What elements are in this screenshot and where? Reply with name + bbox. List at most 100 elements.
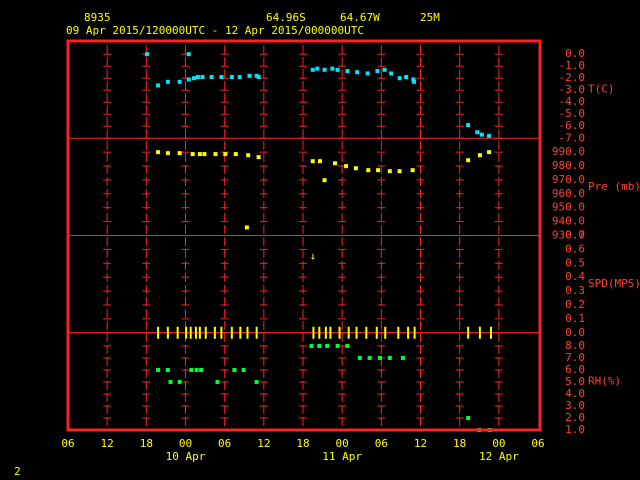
x-tick-label: 00 bbox=[492, 437, 505, 450]
data-point bbox=[487, 133, 492, 138]
data-point bbox=[200, 75, 205, 80]
data-point bbox=[186, 77, 191, 82]
data-point bbox=[315, 66, 320, 71]
data-point bbox=[244, 225, 249, 230]
data-point bbox=[256, 155, 261, 160]
station-id: 8935 bbox=[84, 11, 111, 24]
panel-label: T(C) bbox=[588, 83, 615, 96]
data-point bbox=[233, 152, 238, 157]
y-tick-label: 0.6 bbox=[565, 242, 585, 255]
y-tick-label: 980.0 bbox=[552, 159, 585, 172]
y-tick-label: 7.0 bbox=[565, 351, 585, 364]
panel-label: SPD(MPS) bbox=[588, 277, 640, 290]
data-point bbox=[156, 150, 161, 155]
data-point bbox=[466, 415, 471, 420]
data-point bbox=[197, 152, 202, 157]
period: 09 Apr 2015/120000UTC - 12 Apr 2015/0000… bbox=[66, 24, 364, 37]
data-point bbox=[487, 150, 492, 155]
y-tick-label: 950.0 bbox=[552, 201, 585, 214]
date-label: 11 Apr bbox=[322, 450, 362, 463]
y-tick-label: 3.0 bbox=[565, 399, 585, 412]
data-point bbox=[213, 152, 218, 157]
data-point bbox=[397, 169, 402, 174]
data-point bbox=[256, 75, 261, 80]
data-point bbox=[330, 66, 335, 71]
y-tick-label: 940.0 bbox=[552, 215, 585, 228]
frame bbox=[66, 39, 542, 432]
panel-label: Pre (mb) bbox=[588, 180, 640, 193]
data-point bbox=[375, 69, 380, 74]
data-point bbox=[144, 52, 149, 57]
data-point bbox=[310, 159, 315, 164]
data-point bbox=[325, 343, 330, 348]
data-point bbox=[400, 355, 405, 360]
data-point bbox=[317, 343, 322, 348]
data-point bbox=[317, 159, 322, 164]
data-point bbox=[367, 355, 372, 360]
y-tick-label: 930.0 bbox=[552, 229, 585, 242]
data-point bbox=[177, 151, 182, 156]
x-tick-label: 06 bbox=[61, 437, 74, 450]
data-point bbox=[411, 77, 416, 82]
y-tick-label: 1.0 bbox=[565, 423, 585, 436]
x-tick-label: 12 bbox=[414, 437, 427, 450]
y-tick-label: -4.0 bbox=[559, 95, 586, 108]
data-point bbox=[355, 70, 360, 75]
y-tick-label: -1.0 bbox=[559, 59, 586, 72]
y-tick-label: 0.3 bbox=[565, 284, 585, 297]
data-point bbox=[246, 153, 251, 158]
x-tick-label: 18 bbox=[140, 437, 153, 450]
data-point bbox=[254, 379, 259, 384]
data-point bbox=[177, 379, 182, 384]
data-point bbox=[186, 52, 191, 57]
data-point bbox=[389, 71, 394, 76]
data-point bbox=[466, 158, 471, 163]
data-point bbox=[237, 75, 242, 80]
data-point bbox=[215, 379, 220, 384]
data-point bbox=[376, 168, 381, 173]
data-point bbox=[387, 169, 392, 174]
x-tick-label: 06 bbox=[218, 437, 231, 450]
data-point bbox=[195, 75, 200, 80]
y-tick-label: 0.0 bbox=[565, 326, 585, 339]
y-tick-label: 0.0 bbox=[565, 47, 585, 60]
longitude: 64.67W bbox=[340, 11, 380, 24]
x-tick-label: 06 bbox=[375, 437, 388, 450]
date-label: 10 Apr bbox=[166, 450, 206, 463]
data-point bbox=[310, 67, 315, 72]
x-tick-label: 06 bbox=[531, 437, 544, 450]
data-point bbox=[209, 75, 214, 80]
data-point bbox=[397, 76, 402, 81]
data-point bbox=[168, 379, 173, 384]
data-point bbox=[232, 367, 237, 372]
data-point bbox=[365, 71, 370, 76]
x-tick-label: 12 bbox=[257, 437, 270, 450]
y-tick-label: 0.4 bbox=[565, 270, 585, 283]
data-point bbox=[202, 152, 207, 157]
x-tick-label: 12 bbox=[101, 437, 114, 450]
data-point bbox=[241, 367, 246, 372]
data-point bbox=[353, 166, 358, 171]
data-point bbox=[247, 73, 252, 78]
data-point bbox=[309, 343, 314, 348]
y-tick-label: 5.0 bbox=[565, 375, 585, 388]
x-tick-label: 18 bbox=[296, 437, 309, 450]
y-tick-label: 970.0 bbox=[552, 173, 585, 186]
data-point bbox=[165, 79, 170, 84]
data-point bbox=[345, 69, 350, 74]
data-point bbox=[479, 132, 484, 137]
data-point bbox=[411, 79, 416, 84]
data-point bbox=[382, 67, 387, 72]
x-tick-label: 00 bbox=[179, 437, 192, 450]
data-point bbox=[322, 67, 327, 72]
data-point bbox=[190, 152, 195, 157]
data-point bbox=[156, 367, 161, 372]
data-point bbox=[229, 75, 234, 80]
data-point bbox=[189, 367, 194, 372]
footer: 2 bbox=[14, 465, 21, 478]
y-tick-label: -5.0 bbox=[559, 107, 586, 120]
panel-label: RH(%) bbox=[588, 374, 621, 387]
latitude: 64.96S bbox=[266, 11, 306, 24]
